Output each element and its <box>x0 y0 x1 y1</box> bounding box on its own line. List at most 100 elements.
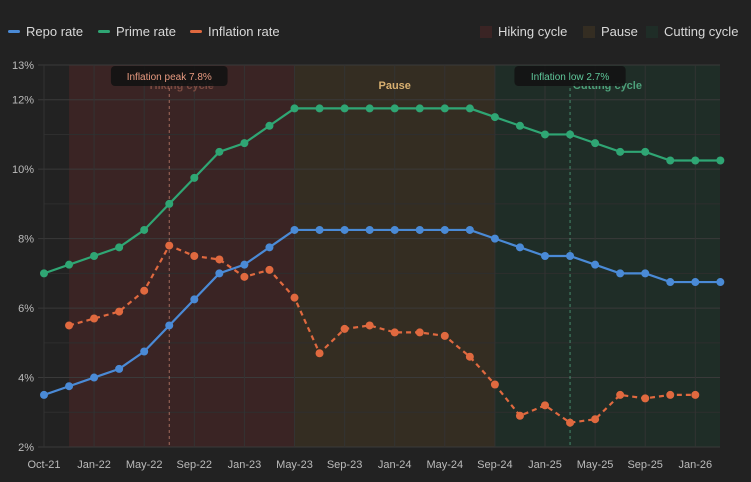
y-tick-label: 12% <box>12 95 34 107</box>
data-point <box>666 390 675 399</box>
legend-inflation-rate[interactable]: Inflation rate <box>190 24 280 39</box>
legend-prime-rate[interactable]: Prime rate <box>98 24 176 39</box>
series-line-inflation-rate <box>68 244 696 424</box>
data-point <box>115 307 124 316</box>
data-point <box>440 225 449 234</box>
data-point <box>465 352 474 361</box>
y-tick-label: 4% <box>18 373 34 385</box>
annotation-box <box>110 66 228 86</box>
data-point <box>90 252 99 260</box>
legend-label: Prime rate <box>116 24 176 39</box>
data-point <box>290 104 299 113</box>
region-label: Pause <box>378 80 410 92</box>
data-point <box>165 241 174 250</box>
data-point <box>566 130 575 139</box>
legend: Repo rate Prime rate Inflation rate Hiki… <box>8 24 743 42</box>
data-point <box>290 225 299 234</box>
legend-hiking-cycle[interactable]: Hiking cycle <box>480 24 567 39</box>
data-point <box>40 390 48 399</box>
data-point <box>165 199 174 208</box>
data-point <box>65 260 74 269</box>
data-point <box>115 364 124 373</box>
data-point <box>716 278 725 287</box>
y-tick-label: 8% <box>18 234 34 246</box>
data-point <box>415 328 424 337</box>
data-point <box>290 293 299 302</box>
annotation-label: Inflation peak 7.8% <box>127 72 212 83</box>
data-point <box>490 113 499 122</box>
x-tick-label: May-25 <box>577 459 614 471</box>
data-point <box>465 104 474 113</box>
data-point <box>365 104 374 113</box>
data-point <box>616 390 625 399</box>
cutting-swatch <box>646 25 658 38</box>
series-line-repo-rate <box>43 228 721 396</box>
x-tick-label: Jan-24 <box>378 459 412 471</box>
region-hiking-cycle <box>69 65 295 447</box>
data-point <box>616 269 625 278</box>
data-point <box>90 373 99 382</box>
data-point <box>65 382 74 391</box>
data-point <box>390 225 399 234</box>
data-point <box>390 104 399 113</box>
region-cutting-cycle <box>494 65 720 447</box>
data-point <box>641 394 650 403</box>
x-tick-label: May-24 <box>426 459 463 471</box>
x-tick-label: Oct-21 <box>27 459 60 471</box>
data-point <box>691 278 700 287</box>
data-point <box>591 260 600 269</box>
data-point <box>340 225 349 234</box>
x-tick-label: Sep-23 <box>327 459 362 471</box>
data-point <box>541 401 549 410</box>
data-point <box>691 156 700 165</box>
legend-pause[interactable]: Pause <box>583 24 638 39</box>
legend-repo-rate[interactable]: Repo rate <box>8 24 83 39</box>
legend-label: Hiking cycle <box>498 24 568 39</box>
data-point <box>541 130 549 139</box>
x-tick-label: May-22 <box>126 459 163 471</box>
data-point <box>315 349 324 358</box>
data-point <box>541 252 549 260</box>
data-point <box>641 269 650 278</box>
data-point <box>140 347 149 356</box>
pause-swatch <box>583 25 595 38</box>
inflation-swatch <box>190 30 202 33</box>
x-tick-label: Jan-26 <box>678 459 712 471</box>
data-point <box>40 269 48 278</box>
data-point <box>716 156 725 165</box>
data-point <box>515 121 524 130</box>
legend-cutting-cycle[interactable]: Cutting cycle <box>646 24 738 39</box>
data-point <box>165 321 174 330</box>
data-point <box>566 252 575 260</box>
data-point <box>440 104 449 113</box>
data-point <box>265 243 274 252</box>
y-tick-label: 13% <box>12 60 34 72</box>
data-point <box>415 225 424 234</box>
x-tick-label: May-23 <box>276 459 313 471</box>
data-point <box>490 380 499 389</box>
data-point <box>591 415 600 424</box>
hiking-swatch <box>480 25 492 38</box>
x-tick-label: Jan-22 <box>77 459 111 471</box>
data-point <box>515 411 524 420</box>
data-point <box>265 121 274 130</box>
x-tick-label: Sep-25 <box>627 459 662 471</box>
data-point <box>140 225 149 234</box>
data-point <box>340 324 349 333</box>
repo-swatch <box>8 30 20 33</box>
data-point <box>215 269 224 278</box>
x-tick-label: Jan-25 <box>528 459 562 471</box>
data-point <box>666 278 675 287</box>
data-point <box>90 314 99 323</box>
data-point <box>691 390 700 399</box>
data-point <box>240 139 249 148</box>
annotation-box <box>514 66 626 86</box>
data-point <box>190 252 199 260</box>
x-tick-label: Sep-22 <box>177 459 212 471</box>
legend-label: Pause <box>601 24 638 39</box>
data-point <box>265 265 274 274</box>
y-tick-label: 6% <box>18 303 34 315</box>
data-point <box>666 156 675 165</box>
data-point <box>315 104 324 113</box>
legend-label: Cutting cycle <box>664 24 739 39</box>
